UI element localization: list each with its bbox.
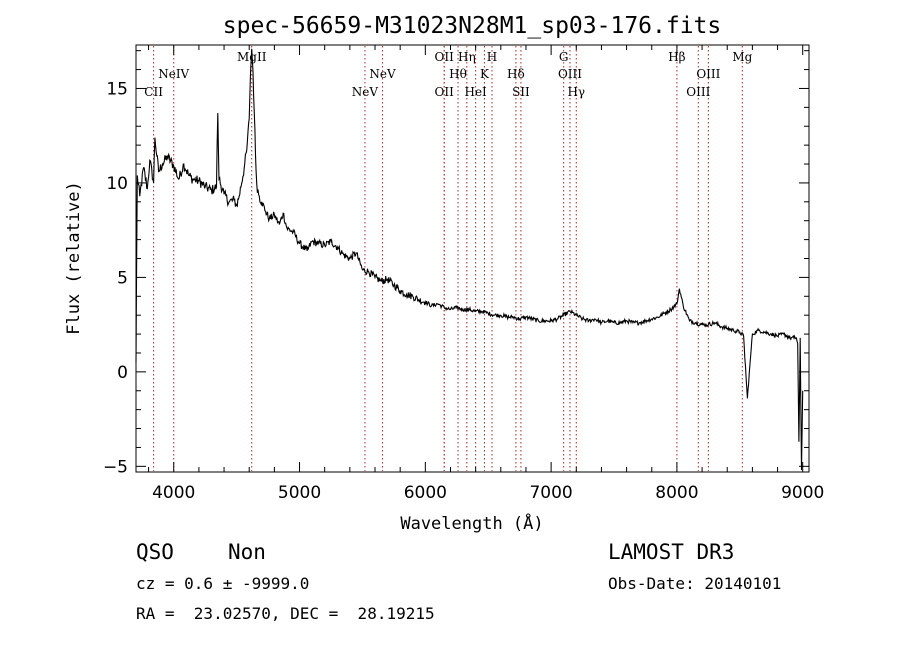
y-tick-label: −5 — [103, 457, 128, 477]
y-axis-ticks: −5 0 5 10 15 — [103, 50, 809, 477]
spectrum-line — [135, 48, 804, 471]
line-marker-lines — [153, 46, 743, 471]
line-marker-label: NeV — [369, 67, 396, 81]
line-marker-label: OII — [435, 50, 455, 64]
x-tick-label: 8000 — [655, 483, 698, 503]
y-tick-label: 0 — [117, 363, 128, 383]
line-marker-label: OIII — [686, 85, 710, 99]
y-tick-label: 15 — [106, 79, 128, 99]
line-marker-label: NeV — [352, 85, 379, 99]
redshift-cz: cz = 0.6 ± -9999.0 — [136, 574, 310, 593]
line-marker-label: OIII — [558, 67, 582, 81]
x-tick-label: 9000 — [781, 483, 824, 503]
line-marker-label: Hθ — [449, 67, 467, 81]
line-marker-label: Hη — [458, 50, 476, 64]
line-marker-label: OII — [435, 85, 455, 99]
line-marker-label: G — [559, 50, 569, 64]
line-marker-label: Mg — [732, 50, 752, 64]
line-marker-label: SII — [512, 85, 530, 99]
y-tick-label: 10 — [106, 174, 128, 194]
x-tick-label: 7000 — [529, 483, 572, 503]
line-marker-label: Hγ — [567, 85, 585, 99]
line-marker-label: NeIV — [158, 67, 189, 81]
line-marker-label: CII — [144, 85, 163, 99]
line-marker-label: Hβ — [668, 50, 685, 64]
line-marker-label: K — [480, 67, 490, 81]
x-tick-label: 4000 — [152, 483, 195, 503]
object-class: QSO — [136, 540, 174, 564]
line-marker-label: Hδ — [507, 67, 525, 81]
x-tick-label: 5000 — [278, 483, 321, 503]
y-tick-label: 5 — [117, 268, 128, 288]
chart-title: spec-56659-M31023N28M1_sp03-176.fits — [223, 13, 722, 39]
x-axis-label: Wavelength (Å) — [400, 512, 543, 534]
line-marker-label: H — [487, 50, 497, 64]
ra-dec: RA = 23.02570, DEC = 28.19215 — [136, 604, 435, 623]
survey-name: LAMOST DR3 — [608, 540, 735, 564]
object-subclass: Non — [228, 540, 266, 564]
line-marker-label: HeI — [464, 85, 487, 99]
x-axis-ticks: 4000 5000 6000 7000 8000 9000 — [148, 45, 824, 503]
y-axis-label: Flux (relative) — [64, 181, 84, 335]
x-tick-label: 6000 — [404, 483, 447, 503]
line-marker-labels: CIINeIVMgIINeVNeVOIIOIIHθHηHeIKHHδSIIGOI… — [144, 50, 752, 99]
obs-date: Obs-Date: 20140101 — [608, 574, 782, 593]
line-marker-label: OIII — [696, 67, 720, 81]
